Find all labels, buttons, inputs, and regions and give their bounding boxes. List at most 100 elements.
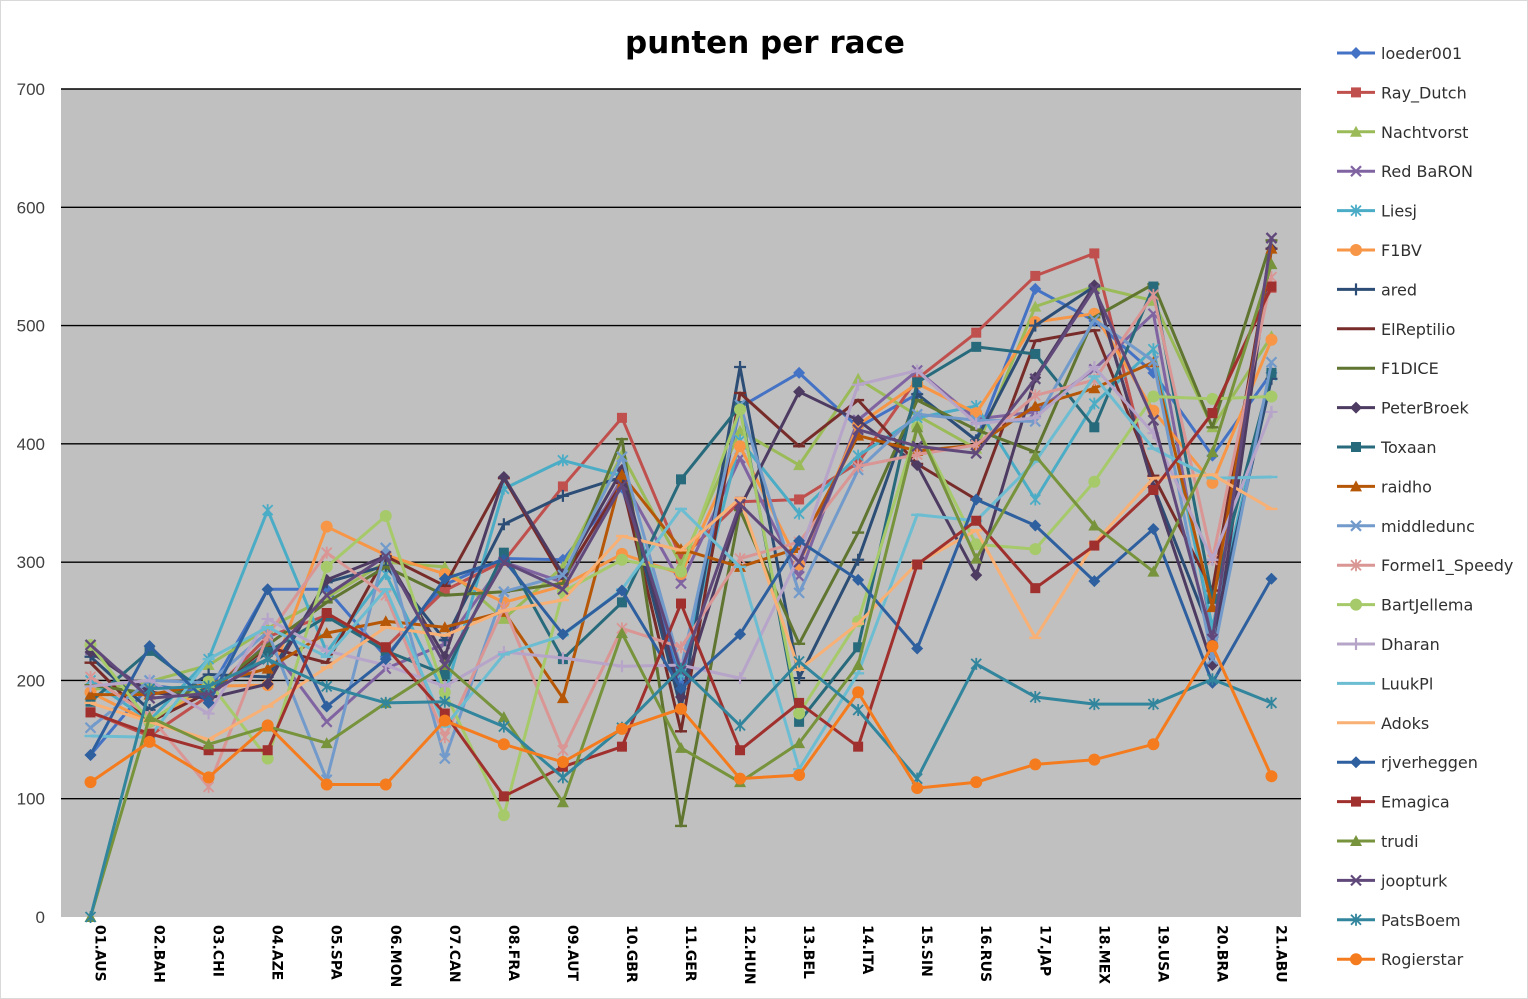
data-point <box>911 459 924 472</box>
data-point <box>497 518 510 531</box>
data-point <box>556 796 569 808</box>
legend-item: Adoks <box>1337 714 1429 733</box>
data-point <box>1350 283 1362 296</box>
data-point <box>971 341 982 352</box>
data-point <box>557 454 569 467</box>
data-point <box>615 722 628 735</box>
data-point <box>1029 411 1042 424</box>
data-point <box>615 468 628 480</box>
legend-label: Nachtvorst <box>1381 123 1468 142</box>
legend-label: LuukPl <box>1381 674 1433 693</box>
data-point <box>734 403 747 416</box>
data-point <box>321 680 333 693</box>
data-point <box>1207 408 1218 419</box>
data-point <box>1350 953 1362 966</box>
data-point <box>1088 575 1101 588</box>
chart-title: punten per race <box>625 25 905 61</box>
legend-label: BartJellema <box>1381 596 1473 615</box>
legend-label: loeder001 <box>1381 44 1462 63</box>
data-point <box>615 660 628 673</box>
data-point <box>143 682 156 695</box>
data-point <box>793 655 805 668</box>
data-point <box>970 657 982 670</box>
series-rjverheggen <box>84 493 1278 761</box>
data-point <box>1206 640 1219 653</box>
legend-item: Toxaan <box>1337 438 1437 457</box>
data-point <box>557 569 569 581</box>
data-point <box>438 572 451 585</box>
data-point <box>793 385 806 398</box>
data-point <box>1265 572 1278 585</box>
data-point <box>439 752 451 765</box>
data-point <box>1029 400 1042 412</box>
legend-label: Emagica <box>1381 793 1450 812</box>
data-point <box>202 680 215 693</box>
data-point <box>793 707 806 720</box>
data-point <box>1088 279 1101 292</box>
data-point <box>852 686 865 699</box>
data-point <box>1029 690 1041 703</box>
data-point <box>1147 288 1160 301</box>
data-point <box>498 720 510 733</box>
data-point <box>1029 543 1042 556</box>
legend-item: Nachtvorst <box>1337 123 1468 142</box>
data-point <box>1029 493 1041 506</box>
data-point <box>1029 319 1042 332</box>
data-point <box>1351 87 1361 98</box>
data-point <box>1147 414 1160 426</box>
x-tick-label: 03.CHI <box>210 925 226 977</box>
data-point <box>320 778 333 791</box>
data-point <box>380 642 391 653</box>
data-point <box>1350 835 1362 846</box>
legend-label: PeterBroek <box>1381 399 1469 418</box>
data-point <box>675 641 687 654</box>
data-point <box>143 735 156 748</box>
data-point <box>320 737 333 749</box>
legend-label: F1DICE <box>1381 359 1439 378</box>
data-point <box>970 538 983 551</box>
legend-item: middledunc <box>1337 517 1475 536</box>
data-point <box>793 534 806 547</box>
data-point <box>793 769 806 782</box>
y-tick-label: 500 <box>17 317 45 336</box>
data-point <box>675 702 687 715</box>
plot-area <box>61 89 1301 917</box>
data-point <box>1029 282 1042 295</box>
data-point <box>557 771 569 784</box>
data-point <box>1088 397 1100 410</box>
data-point <box>556 756 569 769</box>
data-point <box>1350 244 1362 256</box>
data-point <box>1147 343 1160 356</box>
data-point <box>261 677 274 690</box>
data-point <box>971 515 982 526</box>
data-point <box>262 629 274 642</box>
data-point <box>911 782 924 795</box>
legend-item: F1BV <box>1337 241 1422 260</box>
data-point <box>852 704 864 716</box>
legend-item: F1DICE <box>1337 359 1439 378</box>
data-point <box>261 662 274 674</box>
legend-item: Liesj <box>1337 202 1417 221</box>
data-point <box>793 556 805 568</box>
data-point <box>262 647 273 658</box>
data-point <box>1030 583 1041 594</box>
data-point <box>911 408 923 421</box>
x-tick-label: 13.BEL <box>800 925 816 979</box>
data-point <box>675 565 687 578</box>
data-point <box>380 696 392 709</box>
data-point <box>143 711 156 723</box>
legend-item: ared <box>1337 280 1417 299</box>
data-point <box>556 489 569 502</box>
data-point <box>84 721 97 734</box>
series-adoks <box>84 473 1278 742</box>
data-point <box>1088 283 1101 295</box>
data-point <box>379 778 392 791</box>
data-point <box>1088 382 1101 394</box>
data-point <box>1088 698 1100 711</box>
data-point <box>321 608 332 619</box>
legend-item: Dharan <box>1337 635 1440 654</box>
x-tick-label: 09.AUT <box>564 925 580 982</box>
data-point <box>852 423 864 436</box>
data-point <box>912 559 923 570</box>
